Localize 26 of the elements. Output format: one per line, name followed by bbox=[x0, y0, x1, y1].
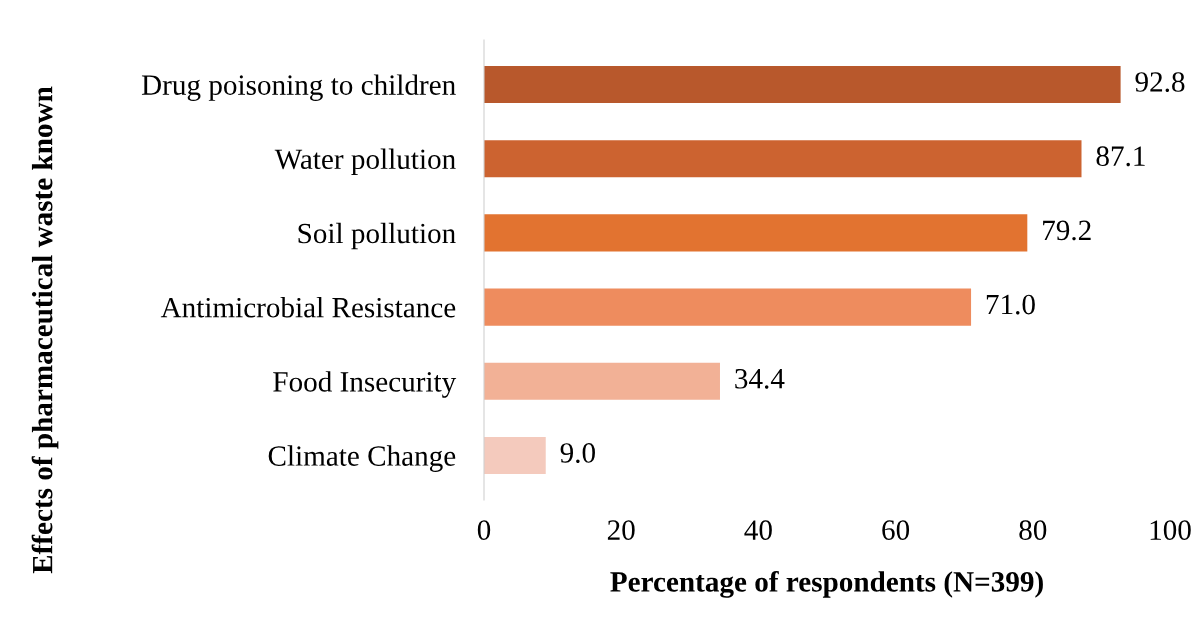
data-label: 92.8 bbox=[1135, 72, 1185, 92]
y-tick-label: Water pollution bbox=[274, 148, 456, 176]
x-tick-label: 60 bbox=[882, 520, 910, 540]
y-tick-label: Food Insecurity bbox=[273, 371, 457, 398]
data-label: 71.0 bbox=[986, 294, 1035, 315]
bar bbox=[484, 214, 1028, 252]
y-tick-label: Drug poisoning to children bbox=[141, 74, 456, 101]
bar bbox=[484, 288, 972, 326]
y-axis-title: Effects of pharmaceutical waste known bbox=[31, 86, 59, 574]
x-tick-label: 20 bbox=[607, 520, 635, 540]
x-tick-label: 100 bbox=[1150, 520, 1191, 540]
x-axis-title: Percentage of respondents (N=399) bbox=[610, 570, 1043, 598]
y-tick-label: Antimicrobial Resistance bbox=[160, 296, 456, 318]
bar bbox=[484, 436, 546, 475]
x-tick-label: 80 bbox=[1019, 520, 1047, 540]
bar bbox=[484, 65, 1121, 104]
x-tick-label: 40 bbox=[744, 520, 772, 540]
data-label: 34.4 bbox=[735, 368, 785, 389]
y-tick-label: Soil pollution bbox=[298, 222, 456, 250]
data-label: 87.1 bbox=[1096, 146, 1145, 167]
data-label: 9.0 bbox=[560, 443, 595, 463]
x-tick-label: 0 bbox=[477, 520, 491, 540]
bar bbox=[484, 362, 720, 400]
y-tick-label: Climate Change bbox=[268, 445, 456, 472]
data-label: 79.2 bbox=[1043, 220, 1091, 241]
bar bbox=[484, 140, 1082, 178]
